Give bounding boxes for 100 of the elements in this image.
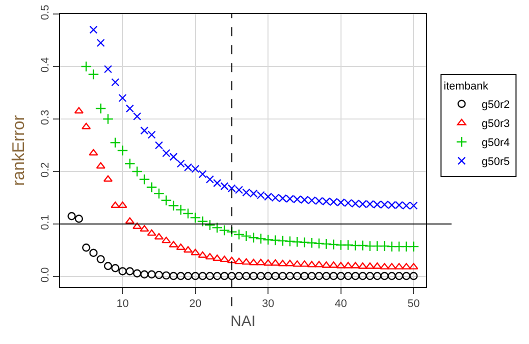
point [240, 230, 252, 242]
point [110, 137, 121, 148]
point [124, 158, 136, 170]
point [270, 234, 281, 246]
point [322, 261, 331, 268]
point [256, 272, 265, 280]
point [357, 240, 368, 252]
point [176, 160, 185, 168]
point [394, 272, 404, 280]
point [373, 272, 382, 280]
point [169, 152, 178, 161]
point [242, 272, 250, 280]
point [262, 234, 274, 246]
point [198, 272, 207, 280]
point [126, 267, 134, 276]
point [284, 236, 296, 247]
point [206, 175, 214, 184]
point [89, 26, 98, 34]
point [344, 272, 352, 280]
point [293, 272, 302, 280]
x-tick-label: 30 [262, 298, 274, 310]
point [205, 252, 215, 260]
legend-label: g50r4 [482, 137, 510, 150]
point [336, 272, 345, 280]
point [271, 272, 280, 280]
point [198, 170, 207, 178]
x-axis-title: NAI [230, 313, 256, 330]
point [350, 240, 361, 252]
point [80, 61, 92, 72]
point [118, 267, 127, 276]
point [286, 272, 294, 280]
point [138, 174, 150, 185]
point [132, 166, 143, 177]
point [148, 270, 156, 278]
point [140, 270, 149, 278]
point [111, 264, 120, 272]
point [387, 262, 396, 270]
legend-label: g50r3 [482, 118, 510, 130]
point [307, 260, 316, 268]
point [350, 262, 360, 268]
point [140, 225, 150, 232]
point [104, 65, 112, 74]
point [380, 262, 390, 270]
point [68, 212, 76, 220]
y-tick-label: 0.4 [40, 57, 52, 72]
point [300, 260, 310, 267]
point [328, 261, 338, 268]
point [292, 236, 303, 248]
point [256, 258, 266, 266]
point [263, 259, 273, 266]
point [328, 238, 340, 250]
point [314, 260, 324, 268]
point [365, 262, 375, 269]
point [220, 272, 229, 280]
point [234, 229, 244, 240]
point [285, 260, 295, 266]
x-tick-label: 20 [189, 298, 202, 310]
point [358, 272, 367, 280]
point [228, 272, 236, 280]
y-tick-label: 0.5 [40, 4, 52, 20]
legend-label: g50r2 [482, 99, 510, 112]
x-tick-label: 40 [334, 298, 347, 310]
x-tick-label: 10 [116, 298, 129, 310]
point [314, 238, 325, 249]
point [213, 272, 222, 280]
point [336, 262, 346, 268]
point [183, 246, 193, 253]
point [126, 104, 134, 113]
point [242, 258, 251, 265]
point [366, 272, 374, 280]
y-tick-label: 0.3 [40, 110, 52, 125]
point [133, 112, 142, 120]
point [249, 272, 258, 280]
point [133, 269, 142, 278]
point [162, 149, 170, 158]
point [140, 126, 149, 135]
point [154, 270, 164, 280]
point [96, 255, 105, 264]
point [118, 94, 127, 102]
point [372, 262, 382, 269]
point [176, 272, 185, 280]
point [329, 272, 338, 280]
point [388, 272, 396, 280]
legend-label: g50r5 [482, 156, 510, 168]
point [300, 272, 309, 280]
point [96, 38, 105, 47]
point [169, 272, 178, 280]
point [380, 272, 389, 280]
point [184, 272, 192, 280]
point [394, 262, 404, 270]
point [410, 272, 418, 280]
point [248, 232, 260, 244]
point [147, 229, 156, 236]
y-tick-label: 0.1 [40, 214, 52, 230]
point [264, 272, 272, 280]
point [342, 240, 354, 250]
point [206, 272, 214, 280]
y-tick-label: 0.2 [40, 162, 52, 178]
y-axis-title: rankError [9, 114, 28, 186]
y-tick-label: 0.0 [40, 267, 52, 282]
